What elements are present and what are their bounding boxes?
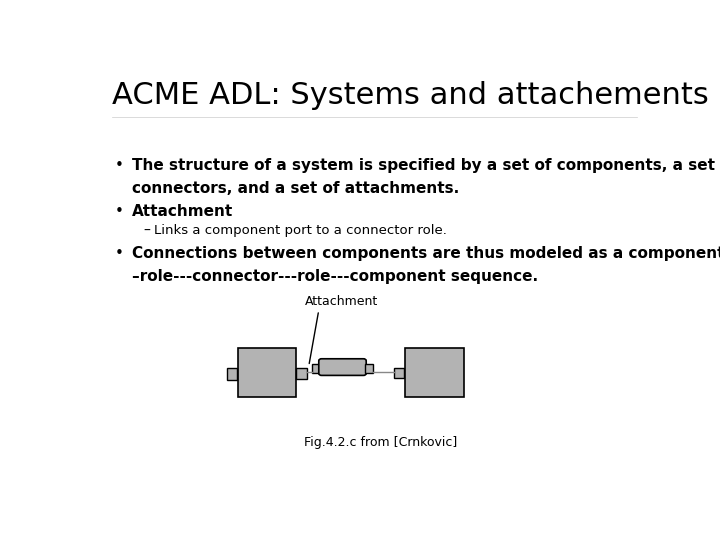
Text: Fig.4.2.c from [Crnkovic]: Fig.4.2.c from [Crnkovic]	[304, 436, 456, 449]
Text: The structure of a system is specified by a set of components, a set of: The structure of a system is specified b…	[132, 158, 720, 173]
Text: ACME ADL: Systems and attachements: ACME ADL: Systems and attachements	[112, 82, 709, 111]
Text: Attachment: Attachment	[132, 204, 233, 219]
Text: •: •	[115, 204, 124, 219]
Text: Links a component port to a connector role.: Links a component port to a connector ro…	[154, 224, 447, 237]
Bar	[312, 364, 320, 373]
Text: –role---connector---role---component sequence.: –role---connector---role---component seq…	[132, 268, 538, 284]
Text: connectors, and a set of attachments.: connectors, and a set of attachments.	[132, 181, 459, 196]
Text: Connections between components are thus modeled as a component—port-: Connections between components are thus …	[132, 246, 720, 261]
FancyBboxPatch shape	[319, 359, 366, 375]
Text: •: •	[115, 246, 124, 261]
Bar	[405, 348, 464, 397]
Bar	[364, 364, 374, 373]
Text: •: •	[115, 158, 124, 173]
Text: –: –	[143, 224, 150, 238]
Bar	[227, 368, 237, 380]
Bar	[297, 368, 307, 379]
Text: Attachment: Attachment	[305, 295, 378, 308]
Bar	[238, 348, 297, 397]
Bar	[394, 368, 404, 379]
